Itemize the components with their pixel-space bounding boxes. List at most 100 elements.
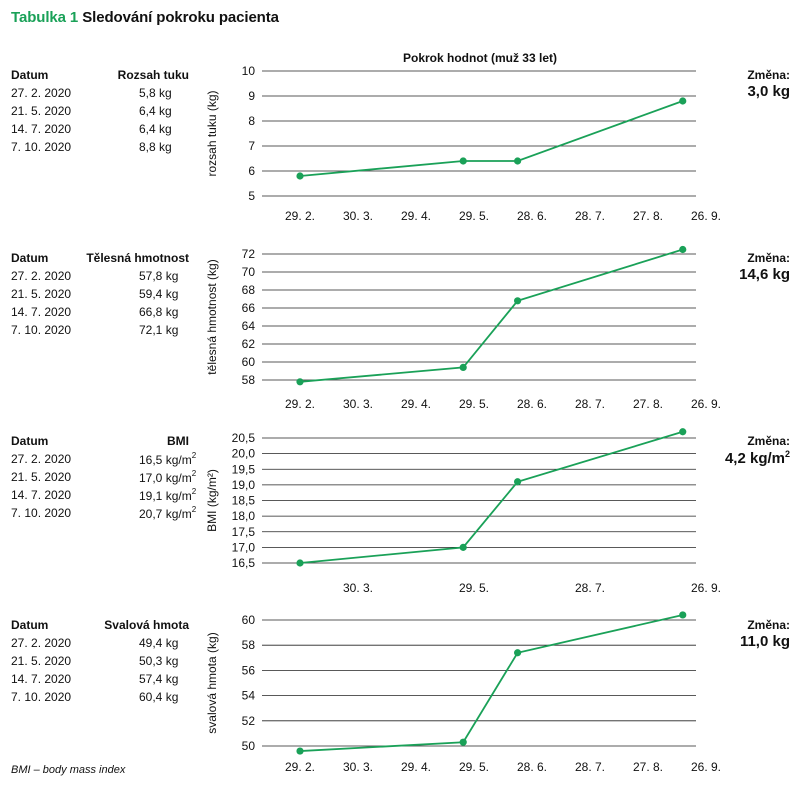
x-tick-label: 28. 7.: [575, 397, 605, 411]
y-tick-label: 19,0: [232, 478, 256, 492]
page-title: Tabulka 1 Sledování pokroku pacienta: [11, 9, 279, 26]
row-date: 7. 10. 2020: [11, 323, 72, 337]
y-tick-label: 58: [242, 638, 256, 652]
x-tick-label: 29. 4.: [401, 209, 431, 223]
row-date: 21. 5. 2020: [11, 104, 72, 118]
y-tick-label: 16,5: [232, 556, 256, 570]
table-row: 14. 7. 2020 6,4 kg: [11, 122, 201, 140]
y-tick-label: 8: [248, 114, 255, 128]
table-row: 27. 2. 2020 49,4 kg: [11, 636, 201, 654]
data-point: [459, 157, 467, 165]
y-tick-label: 54: [242, 689, 256, 703]
line-chart-fat: 5 6 7 8 9 10 rozsah tuku (kg) 29. 2. 30. 3. 29. 4…: [205, 64, 721, 223]
change-box: Změna: 3,0 kg: [670, 68, 790, 100]
row-date: 14. 7. 2020: [11, 488, 72, 502]
column-header-date: Datum: [11, 251, 49, 265]
column-header-date: Datum: [11, 618, 49, 632]
x-tick-label: 29. 5.: [459, 209, 489, 223]
change-label: Změna:: [747, 251, 790, 265]
change-label: Změna:: [747, 434, 790, 448]
data-point: [296, 559, 304, 567]
line-chart-weight: 58 60 62 64 66 68 70 72 tělesná hmotnost (kg) 29.…: [205, 245, 721, 411]
section-muscle: Datum Svalová hmota 27. 2. 2020 49,4 kg 2…: [0, 618, 800, 758]
y-tick-label: 58: [242, 373, 256, 387]
change-value: 3,0 kg: [747, 83, 790, 100]
row-value: 6,4 kg: [139, 122, 172, 136]
row-date: 21. 5. 2020: [11, 654, 72, 668]
row-date: 27. 2. 2020: [11, 452, 72, 466]
x-tick-label: 26. 9.: [691, 581, 721, 595]
row-value: 72,1 kg: [139, 323, 179, 337]
y-tick-label: 19,5: [232, 462, 256, 476]
table-row: 27. 2. 2020 16,5 kg/m2: [11, 451, 201, 470]
series-line: [299, 614, 683, 752]
series-line: [299, 248, 684, 383]
series-line: [299, 430, 684, 564]
data-point: [514, 157, 522, 165]
y-tick-label: 64: [242, 319, 256, 333]
footnote: BMI – body mass index: [11, 764, 126, 776]
row-value: 16,5 kg/m2: [139, 451, 197, 467]
section-weight: Datum Tělesná hmotnost 27. 2. 2020 57,8 k…: [0, 251, 800, 411]
x-tick-label: 26. 9.: [691, 760, 721, 774]
x-tick-label: 29. 5.: [459, 760, 489, 774]
x-tick-label: 27. 8.: [633, 209, 663, 223]
y-tick-label: 17,5: [232, 525, 256, 539]
row-value: 19,1 kg/m2: [139, 487, 197, 503]
y-tick-label: 18,0: [232, 509, 256, 523]
table-row: 27. 2. 2020 57,8 kg: [11, 269, 201, 287]
column-header-value: BMI: [167, 434, 189, 448]
y-tick-label: 56: [242, 663, 256, 677]
table-row: 7. 10. 2020 20,7 kg/m2: [11, 505, 201, 524]
x-tick-label: 26. 9.: [691, 209, 721, 223]
change-value: 4,2 kg/m2: [724, 449, 790, 467]
row-date: 7. 10. 2020: [11, 506, 72, 520]
row-value: 8,8 kg: [139, 140, 172, 154]
y-tick-label: 18,5: [232, 494, 256, 508]
data-point: [296, 378, 304, 386]
table-row: 21. 5. 2020 6,4 kg: [11, 104, 201, 122]
y-tick-label: 20,5: [232, 431, 256, 445]
column-header-value: Svalová hmota: [104, 618, 189, 632]
table-row: 7. 10. 2020 60,4 kg: [11, 690, 201, 708]
y-axis-label: rozsah tuku (kg): [205, 90, 219, 176]
row-date: 27. 2. 2020: [11, 86, 72, 100]
x-tick-label: 29. 2.: [285, 209, 315, 223]
x-tick-label: 30. 3.: [343, 760, 373, 774]
x-tick-label: 28. 6.: [517, 397, 547, 411]
row-date: 14. 7. 2020: [11, 672, 72, 686]
row-value: 59,4 kg: [139, 287, 179, 301]
row-value: 60,4 kg: [139, 690, 179, 704]
y-tick-label: 17,0: [232, 540, 256, 554]
row-value: 20,7 kg/m2: [139, 505, 197, 521]
row-value: 49,4 kg: [139, 636, 179, 650]
data-point: [514, 478, 522, 486]
data-point: [296, 747, 304, 755]
y-tick-label: 52: [242, 714, 256, 728]
table-number: Tabulka 1: [11, 9, 79, 26]
column-header-date: Datum: [11, 68, 49, 82]
column-header-value: Rozsah tuku: [117, 68, 189, 82]
x-tick-label: 28. 7.: [575, 581, 605, 595]
row-date: 7. 10. 2020: [11, 140, 72, 154]
change-box: Změna: 11,0 kg: [670, 618, 790, 650]
change-label: Změna:: [747, 618, 790, 632]
y-tick-label: 68: [242, 283, 256, 297]
table-row: 21. 5. 2020 50,3 kg: [11, 654, 201, 672]
line-chart-bmi: 16,5 17,017,5 18,018,5 19,0 19,520,0 20,5 BMI …: [205, 428, 721, 595]
column-header-date: Datum: [11, 434, 49, 448]
table-row: 14. 7. 2020 66,8 kg: [11, 305, 201, 323]
row-date: 21. 5. 2020: [11, 287, 72, 301]
y-tick-label: 62: [242, 337, 256, 351]
y-tick-label: 72: [242, 247, 256, 261]
data-point: [679, 97, 687, 105]
data-point: [514, 297, 522, 305]
data-point: [459, 363, 467, 371]
line-chart-muscle: 50 52 54 56 58 60 svalová hmota (kg) 29. 2. 30. …: [205, 611, 721, 774]
section-bmi: Datum BMI 27. 2. 2020 16,5 kg/m2 21. 5. 2…: [0, 434, 800, 594]
y-tick-label: 20,0: [232, 447, 256, 461]
row-value: 5,8 kg: [139, 86, 172, 100]
x-tick-label: 27. 8.: [633, 397, 663, 411]
row-value: 50,3 kg: [139, 654, 179, 668]
y-tick-label: 66: [242, 301, 256, 315]
